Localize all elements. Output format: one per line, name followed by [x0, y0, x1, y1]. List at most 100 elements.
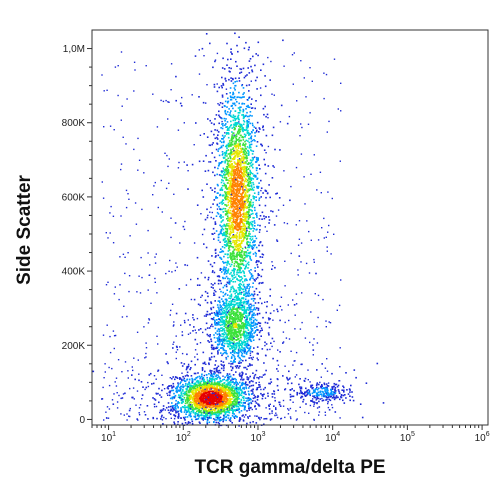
event-point	[233, 288, 235, 291]
event-point	[233, 183, 236, 186]
event-point	[206, 136, 209, 138]
event-point	[260, 335, 262, 337]
event-point	[242, 258, 245, 260]
event-point	[144, 414, 147, 416]
event-point	[209, 263, 212, 266]
event-point	[258, 244, 260, 247]
event-point	[221, 383, 224, 385]
event-point	[233, 206, 236, 208]
event-point	[237, 405, 240, 408]
event-point	[243, 208, 245, 211]
event-point	[238, 425, 240, 427]
event-point	[223, 246, 226, 249]
event-point	[241, 391, 243, 393]
event-point	[214, 390, 216, 392]
event-point	[224, 124, 226, 126]
event-point	[259, 229, 261, 231]
event-point	[221, 94, 224, 97]
event-point	[226, 393, 228, 396]
event-point	[182, 416, 185, 419]
event-point	[216, 386, 218, 388]
event-point	[224, 160, 227, 163]
event-point	[247, 131, 250, 134]
event-point	[213, 399, 216, 401]
event-point	[238, 297, 240, 300]
event-point	[269, 196, 271, 199]
event-point	[252, 150, 255, 153]
event-point	[236, 198, 239, 201]
event-point	[232, 78, 234, 81]
event-point	[222, 397, 224, 399]
event-point	[230, 96, 232, 99]
event-point	[256, 263, 259, 266]
event-point	[233, 296, 236, 299]
event-point	[241, 341, 244, 344]
event-point	[233, 142, 236, 144]
event-point	[258, 291, 261, 293]
event-point	[186, 399, 189, 401]
event-point	[267, 317, 270, 319]
event-point	[252, 175, 255, 177]
event-point	[223, 105, 226, 107]
event-point	[239, 220, 241, 222]
event-point	[251, 221, 254, 223]
event-point	[231, 403, 234, 405]
event-point	[244, 254, 247, 257]
event-point	[171, 402, 173, 404]
event-point	[213, 373, 215, 376]
event-point	[210, 387, 212, 389]
event-point	[182, 375, 184, 378]
event-point	[221, 321, 223, 323]
event-point	[207, 260, 210, 262]
event-point	[233, 274, 236, 276]
event-point	[214, 323, 216, 325]
event-point	[237, 216, 240, 218]
event-point	[221, 364, 223, 366]
event-point	[216, 419, 218, 421]
event-point	[210, 385, 213, 387]
event-point	[169, 391, 171, 394]
event-point	[240, 68, 243, 71]
event-point	[220, 395, 222, 398]
event-point	[172, 376, 174, 378]
event-point	[265, 115, 267, 118]
event-point	[242, 117, 245, 119]
event-point	[239, 245, 242, 247]
event-point	[246, 74, 248, 76]
event-point	[230, 404, 232, 407]
event-point	[228, 140, 231, 142]
event-point	[243, 176, 246, 178]
event-point	[242, 387, 244, 389]
event-point	[230, 197, 233, 199]
event-point	[222, 291, 224, 294]
event-point	[238, 161, 241, 163]
event-point	[198, 397, 201, 399]
event-point	[241, 247, 244, 250]
event-point	[232, 188, 235, 190]
event-point	[211, 404, 213, 406]
event-point	[219, 102, 222, 104]
event-point	[227, 58, 229, 61]
event-point	[220, 400, 223, 402]
event-point	[256, 121, 259, 124]
event-point	[229, 407, 231, 410]
event-point	[202, 408, 204, 410]
event-point	[273, 393, 276, 395]
event-point	[241, 176, 244, 179]
event-point	[219, 405, 222, 407]
event-point	[183, 379, 186, 382]
event-point	[219, 387, 222, 389]
event-point	[225, 228, 228, 230]
event-point	[188, 394, 191, 397]
event-point	[213, 86, 216, 88]
event-point	[228, 145, 230, 148]
event-point	[198, 404, 201, 406]
event-point	[239, 280, 241, 282]
event-point	[249, 204, 252, 206]
event-point	[223, 337, 225, 340]
event-point	[240, 392, 243, 394]
event-point	[242, 202, 244, 205]
event-point	[206, 376, 208, 379]
event-point	[288, 370, 290, 373]
event-point	[193, 398, 196, 400]
